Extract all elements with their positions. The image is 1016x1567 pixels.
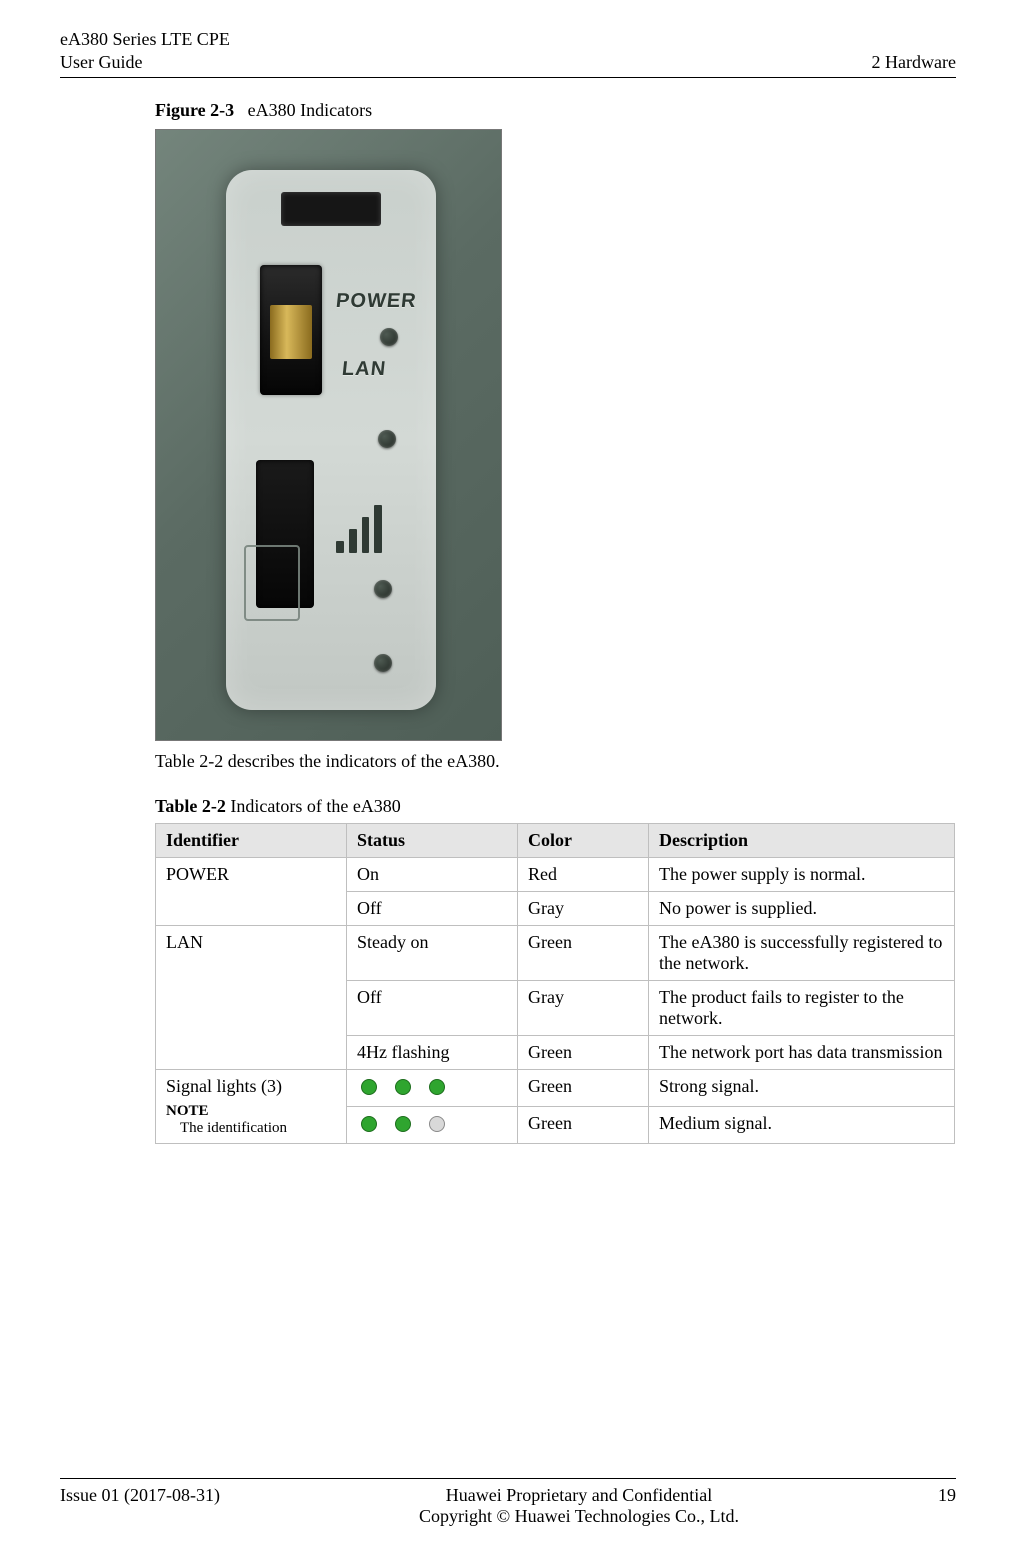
signal-led1-icon <box>374 580 392 598</box>
ir-window-icon <box>281 192 381 226</box>
table-row: LAN Steady on Green The eA380 is success… <box>156 926 955 981</box>
cell-lan-steady-desc: The eA380 is successfully registered to … <box>649 926 955 981</box>
note-text: The identification <box>166 1120 336 1137</box>
table-label: Table 2-2 <box>155 796 226 816</box>
sim-outline-icon <box>244 545 300 621</box>
dot-green-icon <box>395 1079 411 1095</box>
note-label: NOTE <box>166 1103 336 1120</box>
table-row: Signal lights (3) NOTE The identificatio… <box>156 1070 955 1107</box>
cell-power-off-color: Gray <box>518 892 649 926</box>
dot-gray-icon <box>429 1116 445 1132</box>
col-color: Color <box>518 824 649 858</box>
product-name-line1: eA380 Series LTE CPE <box>60 28 230 51</box>
signal-led2-icon <box>374 654 392 672</box>
col-description: Description <box>649 824 955 858</box>
cell-lan-id: LAN <box>156 926 347 1070</box>
cell-signal-medium-desc: Medium signal. <box>649 1107 955 1144</box>
page-header: eA380 Series LTE CPE User Guide 2 Hardwa… <box>60 28 956 73</box>
cell-power-id: POWER <box>156 858 347 926</box>
cell-lan-flash-desc: The network port has data transmission <box>649 1036 955 1070</box>
indicator-table: Identifier Status Color Description POWE… <box>155 823 955 1144</box>
table-row: POWER On Red The power supply is normal. <box>156 858 955 892</box>
cell-lan-steady-status: Steady on <box>347 926 518 981</box>
lan-label: LAN <box>341 358 388 381</box>
power-label: POWER <box>335 290 418 313</box>
table-caption-text: Indicators of the eA380 <box>230 796 400 816</box>
footer-page-number: 19 <box>938 1485 956 1527</box>
cell-signal-strong-color: Green <box>518 1070 649 1107</box>
footer-row: Issue 01 (2017-08-31) Huawei Proprietary… <box>60 1485 956 1527</box>
figure-label: Figure 2-3 <box>155 100 234 120</box>
cell-signal-id: Signal lights (3) NOTE The identificatio… <box>156 1070 347 1144</box>
lan-led-icon <box>378 430 396 448</box>
cell-power-on-status: On <box>347 858 518 892</box>
usb-slot-icon <box>260 265 322 395</box>
dot-green-icon <box>395 1116 411 1132</box>
header-rule <box>60 77 956 78</box>
table-header-row: Identifier Status Color Description <box>156 824 955 858</box>
footer-center-line2: Copyright © Huawei Technologies Co., Ltd… <box>419 1506 739 1526</box>
signal-bars-icon <box>336 505 382 553</box>
footer-rule <box>60 1478 956 1479</box>
dot-green-icon <box>361 1116 377 1132</box>
figure-caption: Figure 2-3 eA380 Indicators <box>155 100 956 121</box>
device-photo: POWER LAN <box>155 129 502 741</box>
header-left: eA380 Series LTE CPE User Guide <box>60 28 230 73</box>
page: eA380 Series LTE CPE User Guide 2 Hardwa… <box>0 0 1016 1567</box>
cell-lan-off-color: Gray <box>518 981 649 1036</box>
cell-power-off-desc: No power is supplied. <box>649 892 955 926</box>
signal-dots-medium <box>357 1113 507 1135</box>
cell-signal-strong-status <box>347 1070 518 1107</box>
cell-power-on-desc: The power supply is normal. <box>649 858 955 892</box>
cell-lan-flash-status: 4Hz flashing <box>347 1036 518 1070</box>
footer-center: Huawei Proprietary and Confidential Copy… <box>220 1485 938 1527</box>
device-panel: POWER LAN <box>226 170 436 710</box>
cell-signal-medium-status <box>347 1107 518 1144</box>
table-caption: Table 2-2 Indicators of the eA380 <box>155 796 956 817</box>
cell-power-off-status: Off <box>347 892 518 926</box>
signal-id-text: Signal lights (3) <box>166 1076 282 1096</box>
cell-signal-medium-color: Green <box>518 1107 649 1144</box>
footer-issue: Issue 01 (2017-08-31) <box>60 1485 220 1527</box>
cell-lan-flash-color: Green <box>518 1036 649 1070</box>
page-footer: Issue 01 (2017-08-31) Huawei Proprietary… <box>60 1478 956 1527</box>
figure-caption-text: eA380 Indicators <box>248 100 372 120</box>
footer-center-line1: Huawei Proprietary and Confidential <box>446 1485 712 1505</box>
cell-power-on-color: Red <box>518 858 649 892</box>
cell-lan-steady-color: Green <box>518 926 649 981</box>
power-led-icon <box>380 328 398 346</box>
col-status: Status <box>347 824 518 858</box>
product-name-line2: User Guide <box>60 51 230 74</box>
intro-paragraph: Table 2-2 describes the indicators of th… <box>155 751 956 772</box>
dot-green-icon <box>361 1079 377 1095</box>
cell-lan-off-status: Off <box>347 981 518 1036</box>
cell-lan-off-desc: The product fails to register to the net… <box>649 981 955 1036</box>
dot-green-icon <box>429 1079 445 1095</box>
header-section: 2 Hardware <box>872 52 956 73</box>
signal-dots-strong <box>357 1076 507 1098</box>
content-area: Figure 2-3 eA380 Indicators POWER LAN <box>60 100 956 1144</box>
cell-signal-strong-desc: Strong signal. <box>649 1070 955 1107</box>
col-identifier: Identifier <box>156 824 347 858</box>
